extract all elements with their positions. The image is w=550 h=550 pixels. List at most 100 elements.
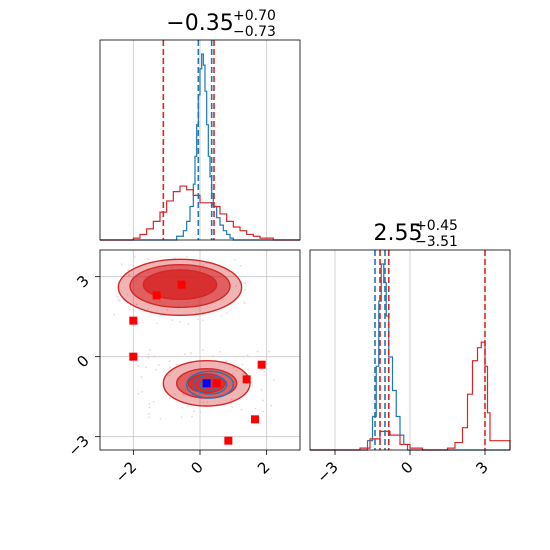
sample-dot [234, 258, 236, 261]
sample-dot [153, 355, 156, 358]
sample-dot [243, 302, 246, 304]
marker-red [257, 360, 266, 369]
sample-dot [174, 393, 176, 395]
contour-blue [185, 370, 235, 399]
sample-dot [127, 274, 130, 276]
sample-dot [129, 309, 131, 311]
sample-dot [148, 416, 150, 419]
sample-dot [225, 360, 228, 362]
sample-dot [118, 300, 121, 302]
sample-dot [148, 413, 150, 415]
sample-dot [140, 376, 143, 378]
sample-dot [147, 258, 149, 260]
sample-dot [113, 313, 115, 316]
marker-red [152, 291, 161, 300]
sample-dot [177, 307, 180, 309]
contour-blue [192, 374, 228, 395]
sample-dot [204, 313, 206, 316]
quantile-lines-marginal-x [162, 40, 215, 240]
sample-dot [241, 373, 243, 376]
sample-dot [158, 364, 160, 366]
panel-marginal-y: 2.55 +0.45 −3.51 −3 0 3 [309, 218, 511, 486]
sample-dot [219, 351, 221, 353]
sample-dot [268, 350, 270, 353]
sample-dot [147, 353, 150, 356]
tick-label-x: −3 [313, 458, 341, 486]
sample-dot [145, 366, 147, 369]
sample-dot [226, 312, 228, 314]
sample-dot [260, 367, 262, 370]
sample-dot [212, 355, 214, 357]
sample-dot [183, 353, 186, 356]
markers-joint [129, 280, 266, 445]
sample-dot [235, 285, 237, 287]
sample-dot [202, 401, 205, 404]
sample-dot [183, 394, 185, 397]
sample-dot [230, 398, 233, 401]
sample-dot [168, 360, 171, 362]
sample-dot [146, 308, 149, 310]
histogram-red [100, 185, 300, 241]
sample-dot [262, 410, 265, 413]
sample-dot [193, 410, 195, 412]
sample-dot [260, 389, 263, 391]
yticks-joint: −3 0 3 [64, 272, 100, 460]
tick-label-x: 2 [254, 458, 273, 477]
tick-label-x: −2 [112, 458, 140, 486]
sample-dot [128, 274, 131, 276]
sample-dot [149, 349, 151, 351]
histograms-marginal-x [100, 53, 300, 241]
panel-joint: −2 0 2 −3 0 3 [64, 249, 301, 486]
sample-dot [126, 293, 129, 296]
sample-dot [244, 282, 247, 284]
sample-dot [202, 264, 204, 266]
sample-dot [137, 365, 140, 368]
marker-red [242, 375, 251, 384]
sample-dot [116, 296, 119, 298]
sample-dot [179, 321, 181, 323]
tick-label-x: 0 [187, 458, 206, 477]
sample-dot [242, 372, 245, 375]
sample-dot [168, 397, 171, 399]
tick-label-y: 3 [73, 272, 92, 291]
sample-dot [156, 322, 158, 325]
sample-dot [190, 352, 192, 354]
sample-dot [247, 368, 249, 371]
sample-dot [181, 393, 184, 395]
histogram-blue [310, 263, 510, 451]
sample-dot [202, 319, 204, 321]
title-lower-marginal-x: −0.73 [233, 24, 276, 40]
quantile-lines-marginal-y [374, 250, 486, 450]
marker-red [129, 352, 138, 361]
sample-dot [244, 288, 246, 291]
title-lower-marginal-y: −3.51 [415, 234, 458, 250]
sample-dot [166, 309, 169, 311]
marker-red [224, 436, 233, 445]
sample-dot [202, 349, 204, 351]
sample-dot [272, 379, 275, 382]
sample-dot [256, 350, 259, 353]
tick-label-x: 3 [472, 458, 491, 477]
sample-dot [147, 357, 150, 359]
sample-dot [181, 406, 184, 409]
tick-label-x: 0 [397, 458, 416, 477]
sample-dot [199, 411, 202, 414]
sample-dot [169, 366, 171, 369]
xticks-joint: −2 0 2 [112, 450, 273, 486]
sample-dot [246, 354, 249, 357]
sample-dot [206, 401, 208, 404]
marker-red [129, 316, 138, 325]
sample-dot [262, 399, 264, 402]
tick-label-y: −3 [64, 432, 92, 460]
sample-dot [180, 416, 183, 419]
sample-dot [171, 319, 174, 321]
sample-dot [155, 368, 157, 371]
grid-marginal-y [334, 250, 486, 450]
sample-dot [231, 406, 233, 408]
sample-dot [191, 415, 193, 418]
sample-dot [133, 256, 136, 258]
title-marginal-y: 2.55 [374, 221, 423, 246]
sample-dot [220, 315, 223, 317]
sample-dot [232, 366, 235, 369]
